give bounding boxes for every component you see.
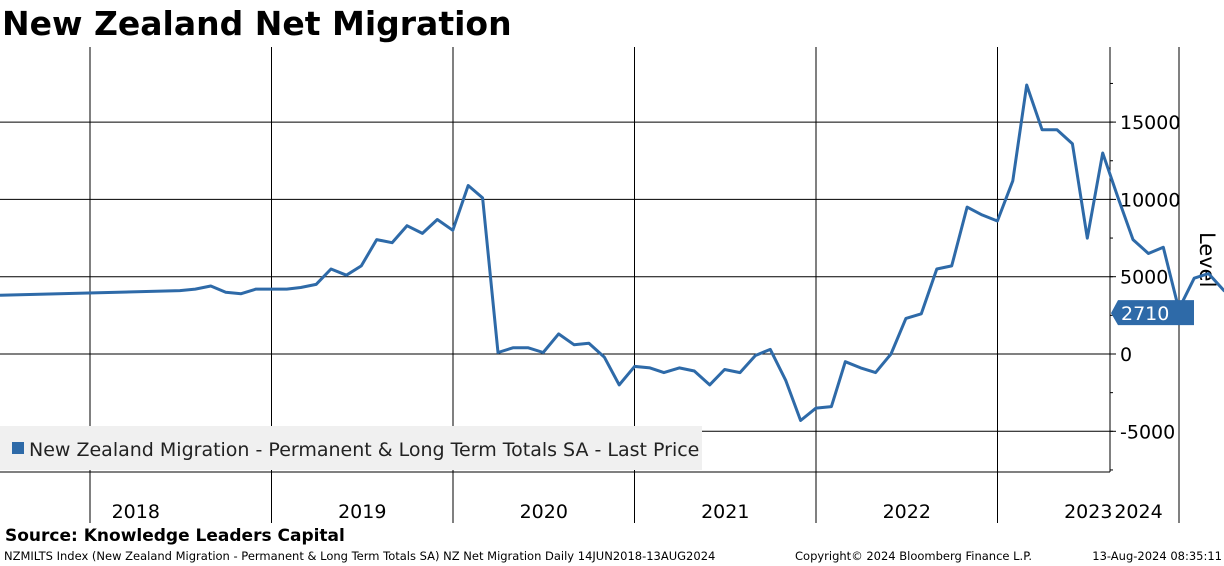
gridlines xyxy=(0,47,1180,523)
series-line xyxy=(0,83,1224,422)
x-year-label: 2020 xyxy=(520,501,568,523)
last-value-box xyxy=(1111,300,1194,326)
y-tick-label: 0 xyxy=(1120,344,1132,366)
y-tick-label: 15000 xyxy=(1120,112,1180,134)
footer-copyright: Copyright© 2024 Bloomberg Finance L.P. xyxy=(795,549,1032,563)
y-tick-label: -5000 xyxy=(1120,421,1175,443)
x-year-label: 2023 xyxy=(1064,501,1112,523)
x-year-label: 2021 xyxy=(701,501,749,523)
series-layer xyxy=(0,83,1224,422)
y-tick-label: 5000 xyxy=(1120,267,1168,289)
last-value-label: 2710 xyxy=(1121,303,1169,325)
x-year-label: 2018 xyxy=(112,501,160,523)
legend-box xyxy=(0,426,702,470)
x-axis: 2018 2019 2020 2021 2022 2023 2024 xyxy=(0,471,1163,523)
legend: New Zealand Migration - Permanent & Long… xyxy=(0,426,702,470)
x-year-label: 2019 xyxy=(338,501,386,523)
footer-ticker-description: NZMILTS Index (New Zealand Migration - P… xyxy=(4,549,716,563)
x-year-label: 2022 xyxy=(883,501,931,523)
last-value-marker: 2710 xyxy=(1111,300,1194,326)
chart-title: New Zealand Net Migration xyxy=(2,4,512,43)
source-note: Source: Knowledge Leaders Capital xyxy=(5,526,345,546)
legend-label: New Zealand Migration - Permanent & Long… xyxy=(29,439,699,461)
x-year-label: 2024 xyxy=(1114,501,1162,523)
legend-swatch xyxy=(12,442,24,454)
y-tick-label: 10000 xyxy=(1120,189,1180,211)
footer-timestamp: 13-Aug-2024 08:35:11 xyxy=(1092,549,1222,563)
